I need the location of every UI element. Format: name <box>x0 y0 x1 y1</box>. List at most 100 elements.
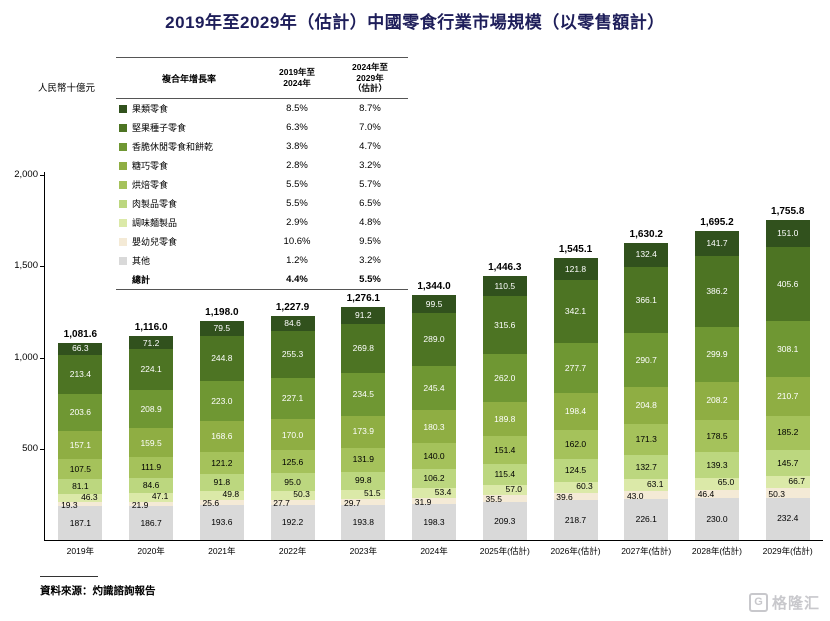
bar-segment: 162.0 <box>553 429 598 460</box>
bar-column: 110.5 315.6 262.0 189.8 151.4 115.4 57.0 35.5 20… <box>469 172 540 556</box>
segment-value-label: 29.7 <box>344 497 361 508</box>
cagr-header-label: 複合年增長率 <box>161 73 216 84</box>
cagr-value-2019-2024: 2.8% <box>286 160 308 171</box>
segment-value-label: 218.7 <box>564 514 587 525</box>
legend-label-text: 香脆休閒零食和餅乾 <box>132 142 214 152</box>
bar-segment: 31.9 <box>412 496 457 507</box>
bar-segment: 277.7 <box>553 342 598 394</box>
segment-value-label: 186.7 <box>140 517 162 528</box>
segment-value-label: 50.3 <box>768 488 785 499</box>
bar-segment: 19.3 <box>58 501 103 509</box>
segment-value-label: 95.0 <box>284 476 301 487</box>
cagr-value-2019-2024: 4.4% <box>286 274 308 285</box>
bar-segment: 46.4 <box>694 489 739 498</box>
segment-value-label: 25.6 <box>202 498 220 509</box>
segment-value-label: 66.3 <box>72 343 89 354</box>
bar-segment: 244.8 <box>199 335 244 381</box>
bar-segment: 405.6 <box>765 247 810 322</box>
segment-value-label: 132.7 <box>635 461 657 472</box>
segment-value-label: 84.6 <box>142 480 160 491</box>
segment-value-label: 47.1 <box>151 491 169 502</box>
segment-value-label: 121.8 <box>564 263 587 274</box>
segment-value-label: 84.6 <box>284 318 301 329</box>
segment-value-label: 245.4 <box>423 382 445 393</box>
bar-segment: 180.3 <box>412 410 457 444</box>
segment-value-label: 198.4 <box>564 406 587 417</box>
bar-segment: 81.1 <box>58 479 103 494</box>
bar-total-label: 1,116.0 <box>134 322 168 334</box>
bar-segment: 57.0 <box>482 485 527 496</box>
cagr-value-2019-2024: 2.9% <box>286 217 308 228</box>
cagr-value-2019-2024: 10.6% <box>283 236 311 247</box>
bar-segment: 208.9 <box>129 390 174 429</box>
segment-value-label: 27.7 <box>273 498 290 509</box>
x-axis-label: 2021年 <box>208 546 236 556</box>
legend-label-text: 嬰幼兒零食 <box>132 237 178 247</box>
legend-label: 調味麵製品 <box>116 216 262 229</box>
segment-value-label: 46.3 <box>81 491 98 502</box>
cagr-value-2019-2024: 6.3% <box>286 122 308 133</box>
bar-total-label: 1,446.3 <box>488 262 522 274</box>
bar-segment: 47.1 <box>129 491 174 502</box>
segment-value-label: 255.3 <box>281 349 304 360</box>
segment-value-label: 185.2 <box>777 427 799 438</box>
cagr-value-2024-2029: 4.8% <box>359 217 381 228</box>
legend-row: 香脆休閒零食和餅乾 3.8% 4.7% <box>116 137 408 156</box>
segment-value-label: 277.7 <box>564 362 587 373</box>
x-axis-label: 2024年 <box>420 546 448 556</box>
legend-label-text: 糖巧零食 <box>132 161 169 171</box>
cagr-legend-header: 複合年增長率 2019年至 2024年 2024年至 2029年 （估計） <box>116 58 408 99</box>
bar-total-label: 1,198.0 <box>205 307 239 319</box>
bar-segment: 218.7 <box>553 500 598 540</box>
legend-row: 調味麵製品 2.9% 4.8% <box>116 213 408 232</box>
segment-value-label: 244.8 <box>211 352 233 363</box>
bar-total-label: 1,344.0 <box>417 280 451 292</box>
legend-label: 肉製品零食 <box>116 197 262 210</box>
bar-segment: 386.2 <box>694 256 739 327</box>
segment-value-label: 140.0 <box>423 450 445 461</box>
legend-swatch <box>119 123 127 132</box>
bar-segment: 168.6 <box>199 421 244 453</box>
segment-value-label: 99.8 <box>355 475 372 486</box>
bar-segment: 173.9 <box>341 415 386 448</box>
bar-column: 99.5 289.0 245.4 180.3 140.0 106.2 53.4 31.9 198… <box>399 172 470 556</box>
segment-value-label: 50.3 <box>293 488 310 499</box>
cagr-legend-table: 複合年增長率 2019年至 2024年 2024年至 2029年 （估計） 果類… <box>116 57 408 290</box>
segment-value-label: 110.5 <box>494 280 516 291</box>
segment-value-label: 31.9 <box>414 496 432 507</box>
bar-segment: 170.0 <box>270 419 315 451</box>
segment-value-label: 187.1 <box>69 517 91 528</box>
bar-segment: 60.3 <box>553 481 598 493</box>
cagr-value-2024-2029: 5.5% <box>359 274 381 285</box>
segment-value-label: 342.1 <box>564 306 587 317</box>
legend-label-text: 堅果種子零食 <box>132 123 187 133</box>
segment-value-label: 162.0 <box>564 439 587 450</box>
bar-column: 91.2 269.8 234.5 173.9 131.9 99.8 51.5 29.7 193.… <box>328 172 399 556</box>
bar-segment: 171.3 <box>624 423 669 456</box>
bar-segment: 91.2 <box>341 307 386 324</box>
segment-value-label: 173.9 <box>352 426 374 437</box>
segment-value-label: 63.1 <box>646 478 664 489</box>
segment-value-label: 230.0 <box>706 513 728 524</box>
y-axis-tick-mark <box>40 357 44 359</box>
x-axis-label: 2029年(估計) <box>762 546 813 556</box>
bar-segment: 66.3 <box>58 342 103 355</box>
bar-segment: 115.4 <box>482 463 527 485</box>
y-axis-tick-label: 2,000 <box>14 169 38 180</box>
segment-value-label: 192.2 <box>281 517 304 528</box>
segment-value-label: 299.9 <box>706 349 728 360</box>
segment-value-label: 315.6 <box>494 319 516 330</box>
bar-segment: 132.4 <box>624 242 669 267</box>
segment-value-label: 290.7 <box>635 354 657 365</box>
bar-segment: 29.7 <box>341 499 386 507</box>
bar-segment: 99.8 <box>341 471 386 490</box>
x-axis-label: 2026年(估計) <box>550 546 601 556</box>
segment-value-label: 79.5 <box>213 323 231 334</box>
segment-value-label: 208.9 <box>140 403 162 414</box>
bar-segment: 224.1 <box>129 349 174 391</box>
stacked-bar: 141.7 386.2 299.9 208.2 178.5 139.3 65.0 46.4 23… <box>694 217 739 540</box>
legend-swatch <box>119 199 127 208</box>
bar-segment: 226.1 <box>624 498 669 540</box>
bar-column: 132.4 366.1 290.7 204.8 171.3 132.7 63.1 43.0 22… <box>611 172 682 557</box>
segment-value-label: 232.4 <box>777 513 799 524</box>
